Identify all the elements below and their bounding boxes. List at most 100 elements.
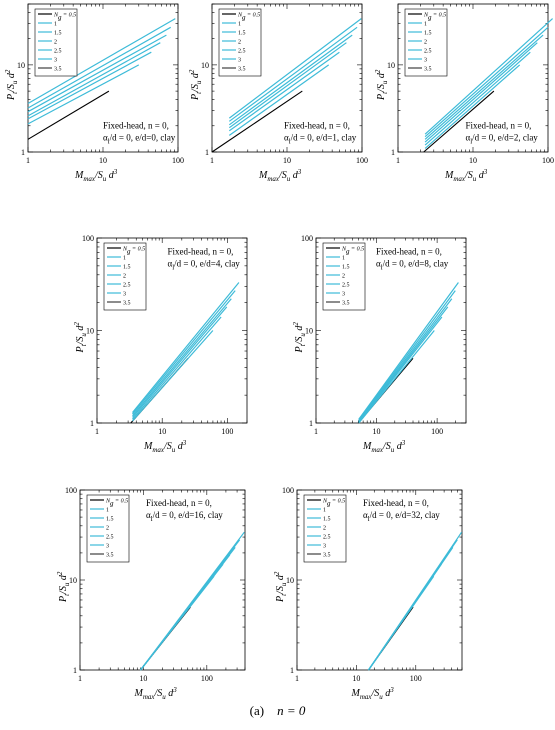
legend-box <box>218 8 262 77</box>
y-tick-label: 10 <box>86 327 94 336</box>
y-axis-label: Pt​/Su​ d2​ <box>374 69 389 101</box>
y-tick-label: 100 <box>82 234 94 243</box>
legend-label: 1.5 <box>123 265 131 271</box>
caption-label: (a) <box>249 703 265 718</box>
y-axis-label: Pt​/Su​ d2​ <box>273 571 288 603</box>
series-line-1.5 <box>358 316 443 423</box>
series-line-2 <box>27 42 161 117</box>
y-axis-label: Pt​/Su​ d2​ <box>292 322 307 354</box>
legend-box <box>322 242 366 311</box>
y-tick-label: 100 <box>282 486 294 495</box>
annotation-line: αl​/d = 0, e/d=16, clay <box>146 510 223 523</box>
annotation-line: Fixed-head, n = 0, <box>363 498 429 508</box>
legend-label: 2 <box>54 40 57 46</box>
x-tick-label: 10 <box>139 674 147 683</box>
series-line-2.5 <box>228 34 353 126</box>
legend-label: 3.5 <box>323 553 331 559</box>
series-line-0.5 <box>27 90 110 140</box>
legend-label: 3 <box>342 292 345 298</box>
series-line-2.5 <box>27 34 167 113</box>
legend-label: 2 <box>424 40 427 46</box>
series-line-3.5 <box>358 282 459 420</box>
legend-label: 3.5 <box>106 553 114 559</box>
x-tick-label: 1 <box>396 156 400 165</box>
series-line-1 <box>27 64 140 125</box>
annotation-line: Fixed-head, n = 0, <box>376 246 442 256</box>
legend-label: 2.5 <box>106 535 114 541</box>
series-line-1 <box>132 330 214 422</box>
x-axis-label: Mmax​/Su​ d3​ <box>134 686 178 701</box>
legend-label: Ng​ = 0.5 <box>53 13 76 22</box>
x-tick-label: 100 <box>542 156 554 165</box>
legend-label: 1 <box>342 256 345 262</box>
x-tick-label: 1 <box>95 427 99 436</box>
legend-label: 1 <box>323 508 326 514</box>
y-axis-label: Pt​/Su​ d2​ <box>73 322 88 354</box>
series-line-2 <box>358 306 449 422</box>
legend-label: 1.5 <box>424 31 432 37</box>
legend-label: 3 <box>106 544 109 550</box>
series-line-1.5 <box>27 51 152 120</box>
series-line-2.5 <box>132 298 232 417</box>
legend-box <box>404 8 448 77</box>
y-axis-label: Pt​/Su​ d2​ <box>188 69 203 101</box>
y-tick-label: 1 <box>21 148 25 157</box>
series-line-1.5 <box>424 51 531 146</box>
legend-label: 1.5 <box>238 31 246 37</box>
series-line-3 <box>132 290 236 415</box>
y-tick-label: 10 <box>387 61 395 70</box>
series-line-1 <box>358 330 435 424</box>
x-tick-label: 1 <box>295 674 299 683</box>
annotation-line: αl​/d = 0, e/d=4, clay <box>168 258 241 271</box>
y-tick-label: 10 <box>69 576 77 585</box>
x-tick-label: 10 <box>352 674 360 683</box>
legend-label: 3.5 <box>54 67 62 73</box>
series-line-3.5 <box>424 18 554 135</box>
x-tick-label: 100 <box>410 674 422 683</box>
annotation-line: αl​/d = 0, e/d=1, clay <box>284 132 357 145</box>
y-tick-label: 1 <box>73 666 77 675</box>
series-line-2 <box>228 42 347 129</box>
legend-label: 3.5 <box>123 301 131 307</box>
x-tick-label: 1 <box>210 156 214 165</box>
legend-label: Ng​ = 0.5 <box>423 13 446 22</box>
legend-label: 1.5 <box>54 31 62 37</box>
series-line-2.5 <box>358 298 453 422</box>
legend-box <box>86 494 130 563</box>
legend-label: 3 <box>54 58 57 64</box>
annotation-line: Fixed-head, n = 0, <box>284 120 350 130</box>
legend-label: 3.5 <box>238 67 246 73</box>
legend-label: 2 <box>342 274 345 280</box>
legend-label: 3.5 <box>342 301 350 307</box>
x-axis-label: Mmax​/Su​ d3​ <box>74 168 118 183</box>
annotation-line: Fixed-head, n = 0, <box>168 246 234 256</box>
legend-label: 3 <box>123 292 126 298</box>
series-line-2 <box>132 306 228 418</box>
annotation-line: αl​/d = 0, e/d=2, clay <box>466 132 539 145</box>
x-tick-label: 10 <box>373 427 381 436</box>
legend-label: 1 <box>123 256 126 262</box>
series-line-1.5 <box>228 51 340 132</box>
legend-label: 2 <box>106 526 109 532</box>
legend-box <box>303 494 347 563</box>
legend-label: 2 <box>123 274 126 280</box>
annotation-line: αl​/d = 0, e/d=0, clay <box>103 132 176 145</box>
y-axis-label: Pt​/Su​ d2​ <box>4 69 19 101</box>
y-tick-label: 1 <box>205 148 209 157</box>
series-line-3.5 <box>132 282 240 413</box>
x-tick-label: 10 <box>469 156 477 165</box>
legend-box <box>103 242 147 311</box>
series-line-1 <box>228 64 330 136</box>
x-tick-label: 1 <box>78 674 82 683</box>
annotation-line: αl​/d = 0, e/d=32, clay <box>363 510 440 523</box>
series-line-2 <box>424 42 538 143</box>
legend-label: 2 <box>323 526 326 532</box>
legend-label: 3 <box>238 58 241 64</box>
x-tick-label: 1 <box>26 156 30 165</box>
